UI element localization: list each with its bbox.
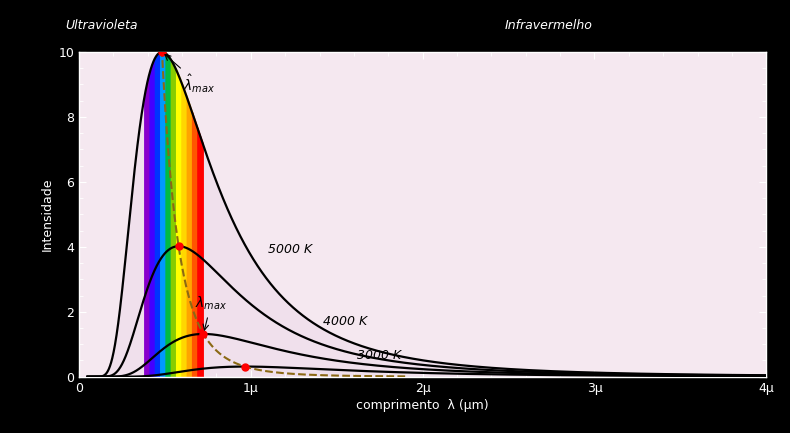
Text: 4000 K: 4000 K <box>323 315 367 328</box>
Text: Ultravioleta: Ultravioleta <box>66 19 137 32</box>
Text: 3000 K: 3000 K <box>357 349 401 362</box>
Text: $\lambda_{max}$: $\lambda_{max}$ <box>195 295 227 330</box>
Y-axis label: Intensidade: Intensidade <box>41 178 54 251</box>
Text: 5000 K: 5000 K <box>268 243 312 256</box>
Text: Infravermelho: Infravermelho <box>505 19 593 32</box>
Text: $\hat{\lambda}_{max}$: $\hat{\lambda}_{max}$ <box>165 55 215 95</box>
X-axis label: comprimento  λ (μm): comprimento λ (μm) <box>356 399 489 412</box>
